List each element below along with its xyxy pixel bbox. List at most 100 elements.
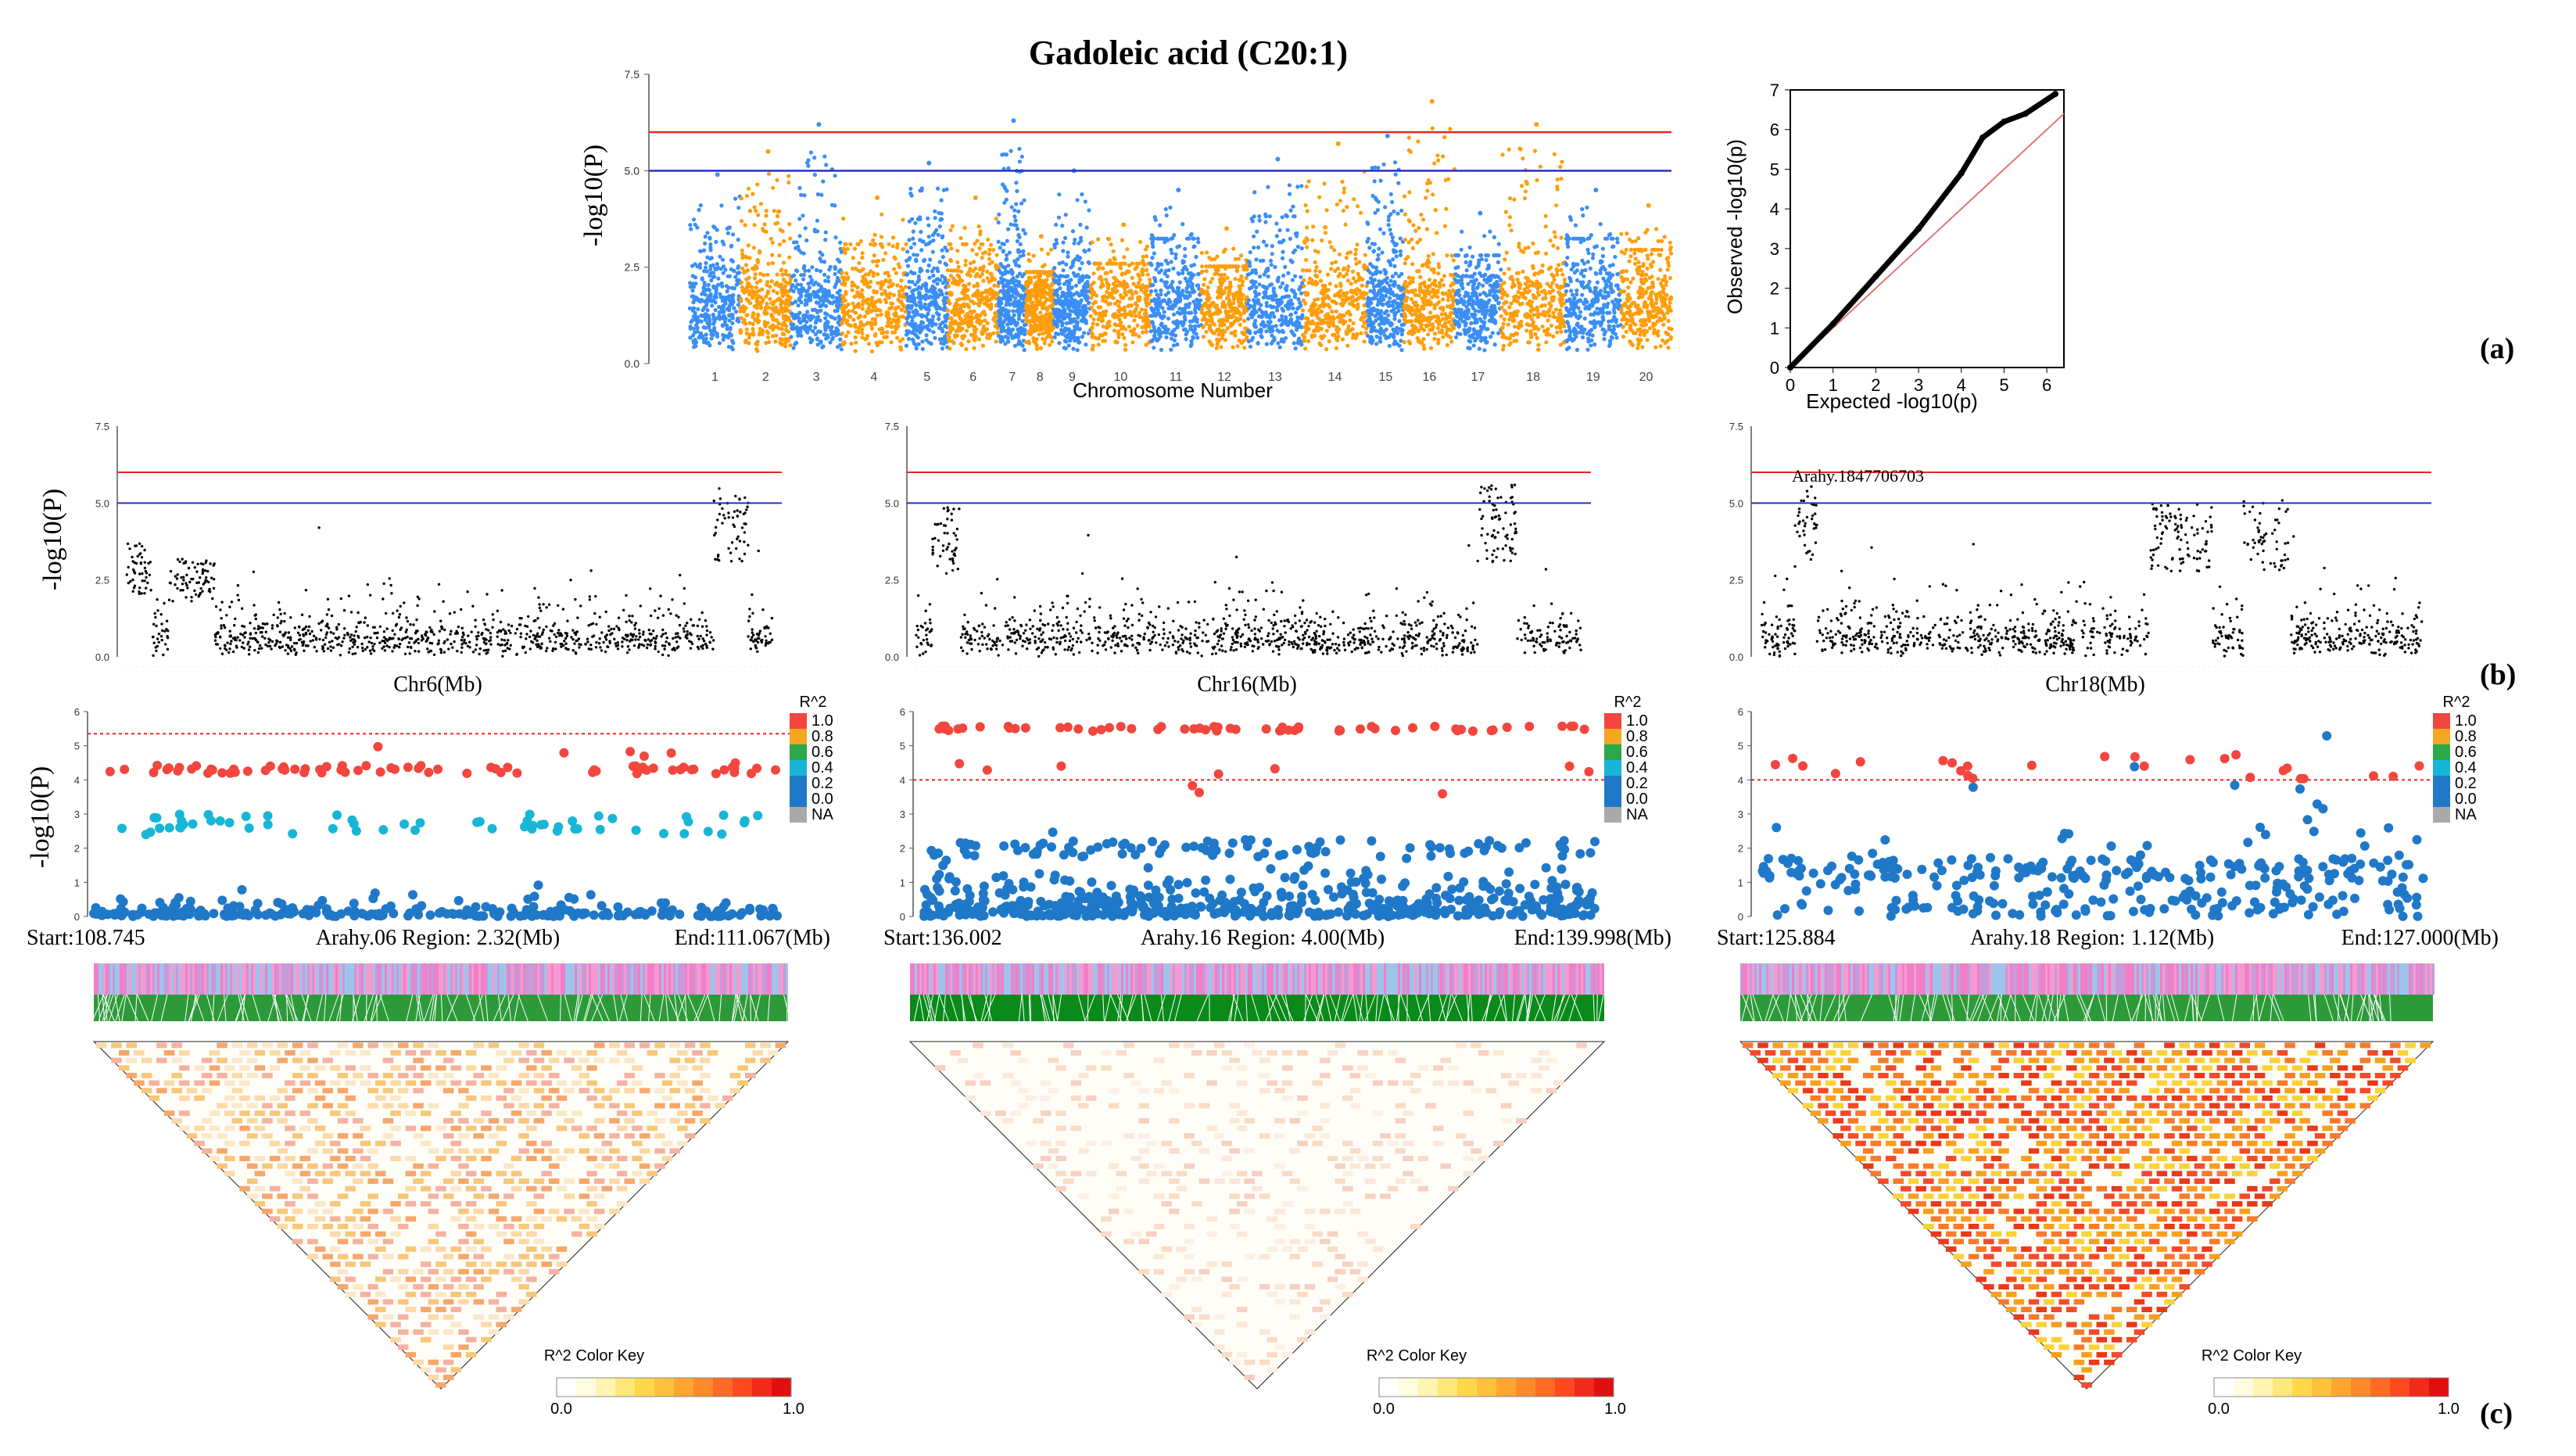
snp-point xyxy=(1391,334,1396,339)
snp-point xyxy=(972,346,976,350)
snp-point xyxy=(872,333,877,338)
snp-point xyxy=(1137,334,1141,339)
snp-point xyxy=(1299,246,1304,251)
snp-point xyxy=(1332,332,1337,337)
snp-point xyxy=(973,241,977,246)
snp-point xyxy=(1136,295,1141,299)
snp-point xyxy=(1005,284,1010,289)
snp-point xyxy=(758,327,762,332)
snp-point xyxy=(1105,324,1109,329)
snp-point xyxy=(1181,292,1185,297)
snp-point xyxy=(1416,139,1421,144)
snp-point xyxy=(796,333,801,338)
snp-point xyxy=(1001,328,1006,333)
snp-point xyxy=(1386,217,1391,222)
snp-point xyxy=(1006,264,1011,268)
snp-point xyxy=(1334,284,1338,289)
snp-point xyxy=(695,264,700,269)
snp-point xyxy=(948,301,952,306)
snp-point xyxy=(1366,298,1370,303)
snp-point xyxy=(1252,289,1258,294)
snp-point xyxy=(973,266,978,271)
snp-point xyxy=(914,259,919,264)
snp-point xyxy=(1145,254,1149,259)
snp-point xyxy=(1437,322,1442,327)
snp-point xyxy=(797,234,802,238)
snp-point xyxy=(1170,279,1175,284)
snp-point xyxy=(983,250,987,255)
snp-point xyxy=(1053,289,1058,293)
snp-point xyxy=(1361,324,1366,328)
snp-point xyxy=(1143,323,1148,328)
snp-point xyxy=(829,337,835,342)
snp-point xyxy=(905,258,909,263)
snp-point xyxy=(1345,331,1350,335)
snp-point xyxy=(865,297,870,302)
snp-point xyxy=(1268,258,1274,264)
snp-point xyxy=(997,308,1001,313)
snp-point xyxy=(1127,303,1131,308)
snp-point xyxy=(1366,308,1370,313)
snp-point xyxy=(908,298,913,303)
snp-point xyxy=(1033,289,1037,294)
snp-point xyxy=(1183,246,1188,251)
snp-point xyxy=(1213,311,1218,316)
snp-point xyxy=(815,310,820,314)
snp-point xyxy=(1385,289,1389,295)
snp-point xyxy=(689,227,693,231)
snp-point xyxy=(1257,282,1262,287)
snp-point xyxy=(1177,299,1182,303)
snp-point xyxy=(754,280,760,285)
snp-point xyxy=(1068,292,1073,297)
snp-point xyxy=(1199,288,1204,292)
snp-point xyxy=(1004,308,1009,313)
snp-point xyxy=(1329,245,1334,249)
snp-point xyxy=(788,236,793,241)
snp-point xyxy=(1005,316,1009,321)
snp-point xyxy=(1388,192,1393,196)
snp-point xyxy=(1111,249,1116,253)
snp-point xyxy=(707,324,711,328)
snp-point xyxy=(1132,318,1137,323)
snp-point xyxy=(1057,341,1062,346)
snp-point xyxy=(790,283,795,288)
snp-point xyxy=(803,298,808,303)
snp-point xyxy=(1267,295,1272,299)
snp-point xyxy=(1109,269,1113,274)
chromosome-tick-label: 19 xyxy=(1586,371,1600,384)
snp-point xyxy=(810,265,815,270)
snp-point xyxy=(1393,271,1398,276)
snp-point xyxy=(1281,249,1285,254)
snp-point xyxy=(743,223,747,228)
snp-point xyxy=(1385,301,1389,306)
snp-point xyxy=(1030,300,1035,305)
snp-point xyxy=(1345,268,1350,273)
snp-point xyxy=(916,278,921,282)
snp-point xyxy=(1288,236,1292,241)
snp-point xyxy=(1150,256,1155,260)
snp-point xyxy=(1370,336,1374,341)
snp-point xyxy=(994,264,998,269)
snp-point xyxy=(851,266,855,271)
snp-point xyxy=(752,223,757,228)
snp-point xyxy=(1238,297,1243,302)
snp-point xyxy=(980,271,985,277)
snp-point xyxy=(791,240,797,245)
snp-point xyxy=(1046,251,1051,256)
snp-point xyxy=(1362,315,1367,320)
snp-point xyxy=(930,249,935,254)
snp-point xyxy=(987,252,991,256)
snp-point xyxy=(1386,313,1391,317)
snp-point xyxy=(1254,285,1259,290)
snp-point xyxy=(1259,310,1264,314)
snp-point xyxy=(956,264,961,270)
snp-point xyxy=(1217,264,1222,269)
snp-point xyxy=(931,238,936,243)
chromosome-tick-label: 18 xyxy=(1526,371,1540,384)
snp-point xyxy=(1335,325,1339,329)
snp-point xyxy=(712,328,717,334)
snp-point xyxy=(1022,332,1027,337)
snp-point xyxy=(1221,290,1226,295)
snp-point xyxy=(1320,238,1324,243)
snp-point xyxy=(1286,294,1292,299)
